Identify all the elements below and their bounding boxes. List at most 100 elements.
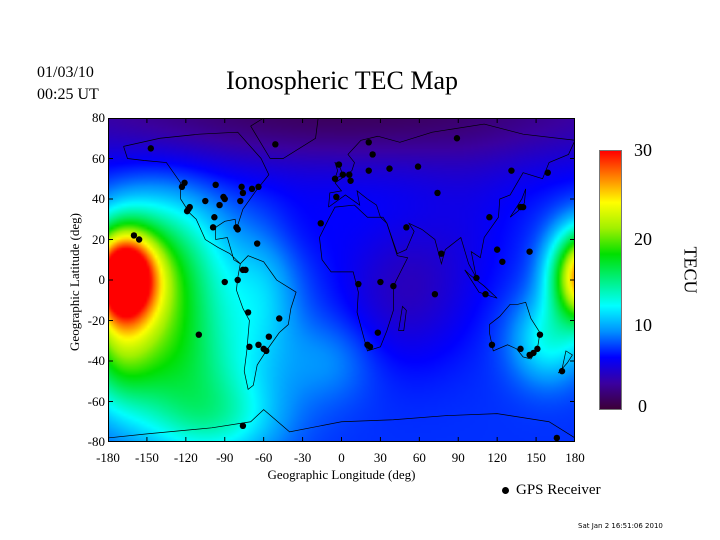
gps-receiver-marker: [519, 203, 527, 211]
gps-receiver-marker: [263, 347, 270, 355]
gps-receiver-marker: [488, 341, 496, 348]
gps-receiver-marker: [221, 278, 228, 286]
gps-receiver-marker: [255, 183, 262, 191]
gps-receiver-marker: [473, 274, 480, 282]
gps-receiver-marker: [403, 224, 410, 231]
gps-receiver-marker: [377, 278, 384, 286]
gps-receiver-marker: [482, 290, 489, 298]
gps-receiver-marker: [339, 171, 346, 178]
date-label: 01/03/10: [37, 64, 94, 81]
gps-receiver-marker: [239, 189, 247, 197]
tec-map: [108, 118, 575, 442]
gps-receiver-marker: [369, 151, 376, 158]
coastline-africa: [319, 204, 409, 352]
gps-receiver-marker: [365, 167, 372, 174]
gps-receiver-marker: [135, 236, 143, 243]
gps-receiver-marker: [390, 282, 397, 290]
y-tick-label: -80: [87, 434, 105, 449]
gps-receiver-marker: [248, 185, 256, 193]
gps-receiver-legend-marker: [502, 487, 509, 494]
y-tick-label: 80: [92, 110, 105, 125]
gps-receiver-marker: [526, 248, 533, 255]
gps-receiver-marker: [255, 341, 262, 348]
map-overlay: [108, 118, 575, 442]
coastline-south-america: [236, 255, 297, 390]
gps-receiver-marker: [530, 349, 537, 357]
coastline-madagascar: [398, 305, 407, 331]
x-tick-label: 120: [487, 450, 507, 465]
gps-receiver-marker: [453, 135, 461, 142]
time-label: 00:25 UT: [37, 86, 99, 103]
colorbar-tick: 0: [638, 396, 647, 416]
gps-receiver-marker: [246, 343, 253, 351]
x-axis-title: Geographic Longitude (deg): [267, 467, 416, 482]
generated-timestamp: Sat Jan 2 16:51:06 2010: [578, 522, 663, 530]
gps-receiver-marker: [237, 197, 244, 205]
gps-receiver-marker: [216, 201, 223, 209]
gps-receiver-marker: [499, 258, 506, 265]
gps-receiver-marker: [331, 175, 339, 182]
gps-receiver-marker: [493, 246, 501, 253]
gps-receiver-marker: [536, 331, 544, 338]
x-tick-label: 180: [565, 450, 585, 465]
gps-receiver-marker: [534, 345, 541, 353]
gps-receiver-marker: [178, 183, 186, 191]
colorbar-tick: 20: [634, 229, 652, 249]
colorbar-tick: 10: [634, 315, 652, 335]
gps-receiver-marker: [365, 139, 372, 146]
gps-receiver-marker: [366, 343, 374, 351]
gps-receiver-marker: [347, 177, 354, 184]
gps-receiver-marker: [183, 207, 191, 215]
gps-receiver-marker: [386, 165, 393, 172]
coastline-greenland: [250, 118, 319, 159]
gps-receiver-marker: [414, 163, 422, 170]
gps-receiver-marker: [221, 195, 228, 203]
map-title: Ionospheric TEC Map: [225, 66, 459, 95]
gps-receiver-marker: [234, 276, 241, 284]
x-tick-label: 90: [451, 450, 465, 465]
x-tick-label: -120: [173, 450, 198, 465]
coastline-antarctica: [108, 409, 575, 439]
y-tick-label: 40: [92, 191, 105, 206]
gps-receiver-legend-label: GPS Receiver: [516, 482, 601, 498]
gps-receiver-marker: [195, 331, 203, 338]
gps-receiver-marker: [346, 171, 353, 178]
gps-receiver-marker: [355, 280, 362, 288]
gps-receiver-marker: [253, 240, 261, 247]
colorbar-tick: 30: [634, 140, 652, 160]
y-tick-label: -40: [87, 353, 105, 368]
gps-receiver-marker: [272, 141, 279, 148]
gps-receiver-marker: [333, 193, 340, 201]
coastline-north-america: [123, 131, 270, 265]
x-tick-label: 30: [373, 450, 387, 465]
coastline-indonesia: [464, 269, 498, 299]
x-tick-label: -90: [216, 450, 234, 465]
y-tick-label: -60: [87, 393, 105, 409]
gps-receiver-marker: [335, 161, 343, 168]
y-tick-label: -20: [87, 312, 105, 328]
x-tick-label: 150: [526, 450, 546, 465]
gps-receiver-marker: [374, 329, 382, 336]
gps-receiver-marker: [276, 315, 283, 322]
gps-receiver-marker: [130, 232, 138, 239]
gps-receiver-marker: [239, 266, 247, 274]
coastline-japan: [509, 188, 527, 218]
y-tick-label: 20: [92, 231, 105, 247]
gps-receiver-marker: [486, 214, 493, 221]
x-tick-label: 0: [338, 450, 345, 465]
gps-receiver-marker: [202, 197, 209, 205]
gps-receiver-marker: [434, 189, 441, 197]
gps-receiver-marker: [212, 181, 219, 189]
y-axis-title: Geographic Latitude (deg): [67, 213, 82, 351]
coastline-eurasia: [328, 123, 575, 279]
gps-receiver-marker: [239, 422, 247, 429]
gps-receiver-marker: [544, 169, 551, 176]
x-tick-label: -60: [254, 450, 273, 465]
gps-receiver-marker: [244, 309, 252, 316]
gps-receiver-marker: [147, 145, 155, 152]
gps-receiver-marker: [517, 345, 524, 353]
gps-receiver-marker: [431, 290, 439, 298]
x-tick-label: -30: [293, 450, 312, 465]
gps-receiver-marker: [209, 224, 217, 231]
gps-receiver-marker: [508, 167, 515, 174]
